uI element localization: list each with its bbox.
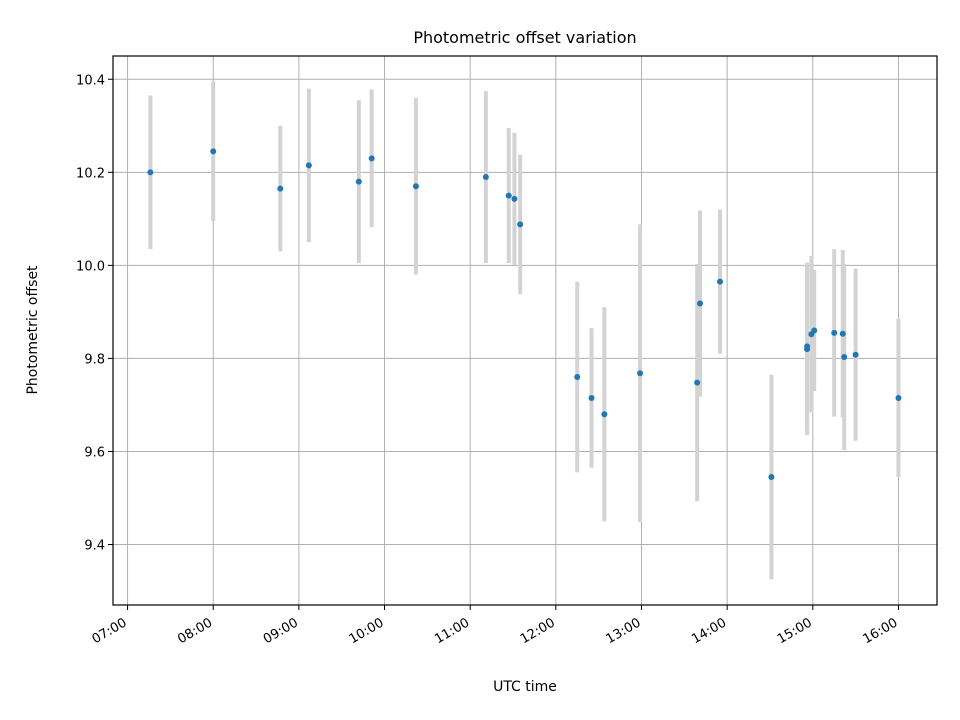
data-point xyxy=(804,343,811,350)
y-tick-label: 9.8 xyxy=(84,352,105,367)
data-point xyxy=(574,374,581,381)
data-point xyxy=(482,173,489,180)
data-point xyxy=(368,155,375,162)
x-axis-label: UTC time xyxy=(493,679,557,695)
data-point xyxy=(697,300,704,307)
data-point xyxy=(768,474,775,481)
data-point xyxy=(841,354,848,361)
y-tick-label: 10.0 xyxy=(76,259,105,274)
data-point xyxy=(305,162,312,169)
data-point xyxy=(517,221,524,228)
data-point xyxy=(637,370,644,377)
data-point xyxy=(601,411,608,418)
data-point xyxy=(811,327,818,334)
chart-title: Photometric offset variation xyxy=(413,28,636,47)
data-point xyxy=(717,278,724,285)
data-point xyxy=(355,178,362,185)
data-point xyxy=(831,329,838,336)
data-points xyxy=(147,148,902,481)
data-point xyxy=(588,394,595,401)
data-point xyxy=(895,394,902,401)
data-point xyxy=(210,148,217,155)
y-axis-label: Photometric offset xyxy=(25,265,41,395)
data-point xyxy=(839,330,846,337)
y-tick-label: 10.2 xyxy=(76,166,105,181)
data-point xyxy=(412,183,419,190)
y-tick-label: 10.4 xyxy=(76,73,105,88)
y-tick-label: 9.4 xyxy=(84,539,105,554)
y-tick-label: 9.6 xyxy=(84,445,105,460)
data-point xyxy=(511,195,518,202)
data-point xyxy=(277,185,284,192)
data-point xyxy=(852,351,859,358)
data-point xyxy=(694,379,701,386)
plot-frame xyxy=(112,55,938,606)
data-point xyxy=(505,192,512,199)
data-point xyxy=(147,169,154,176)
